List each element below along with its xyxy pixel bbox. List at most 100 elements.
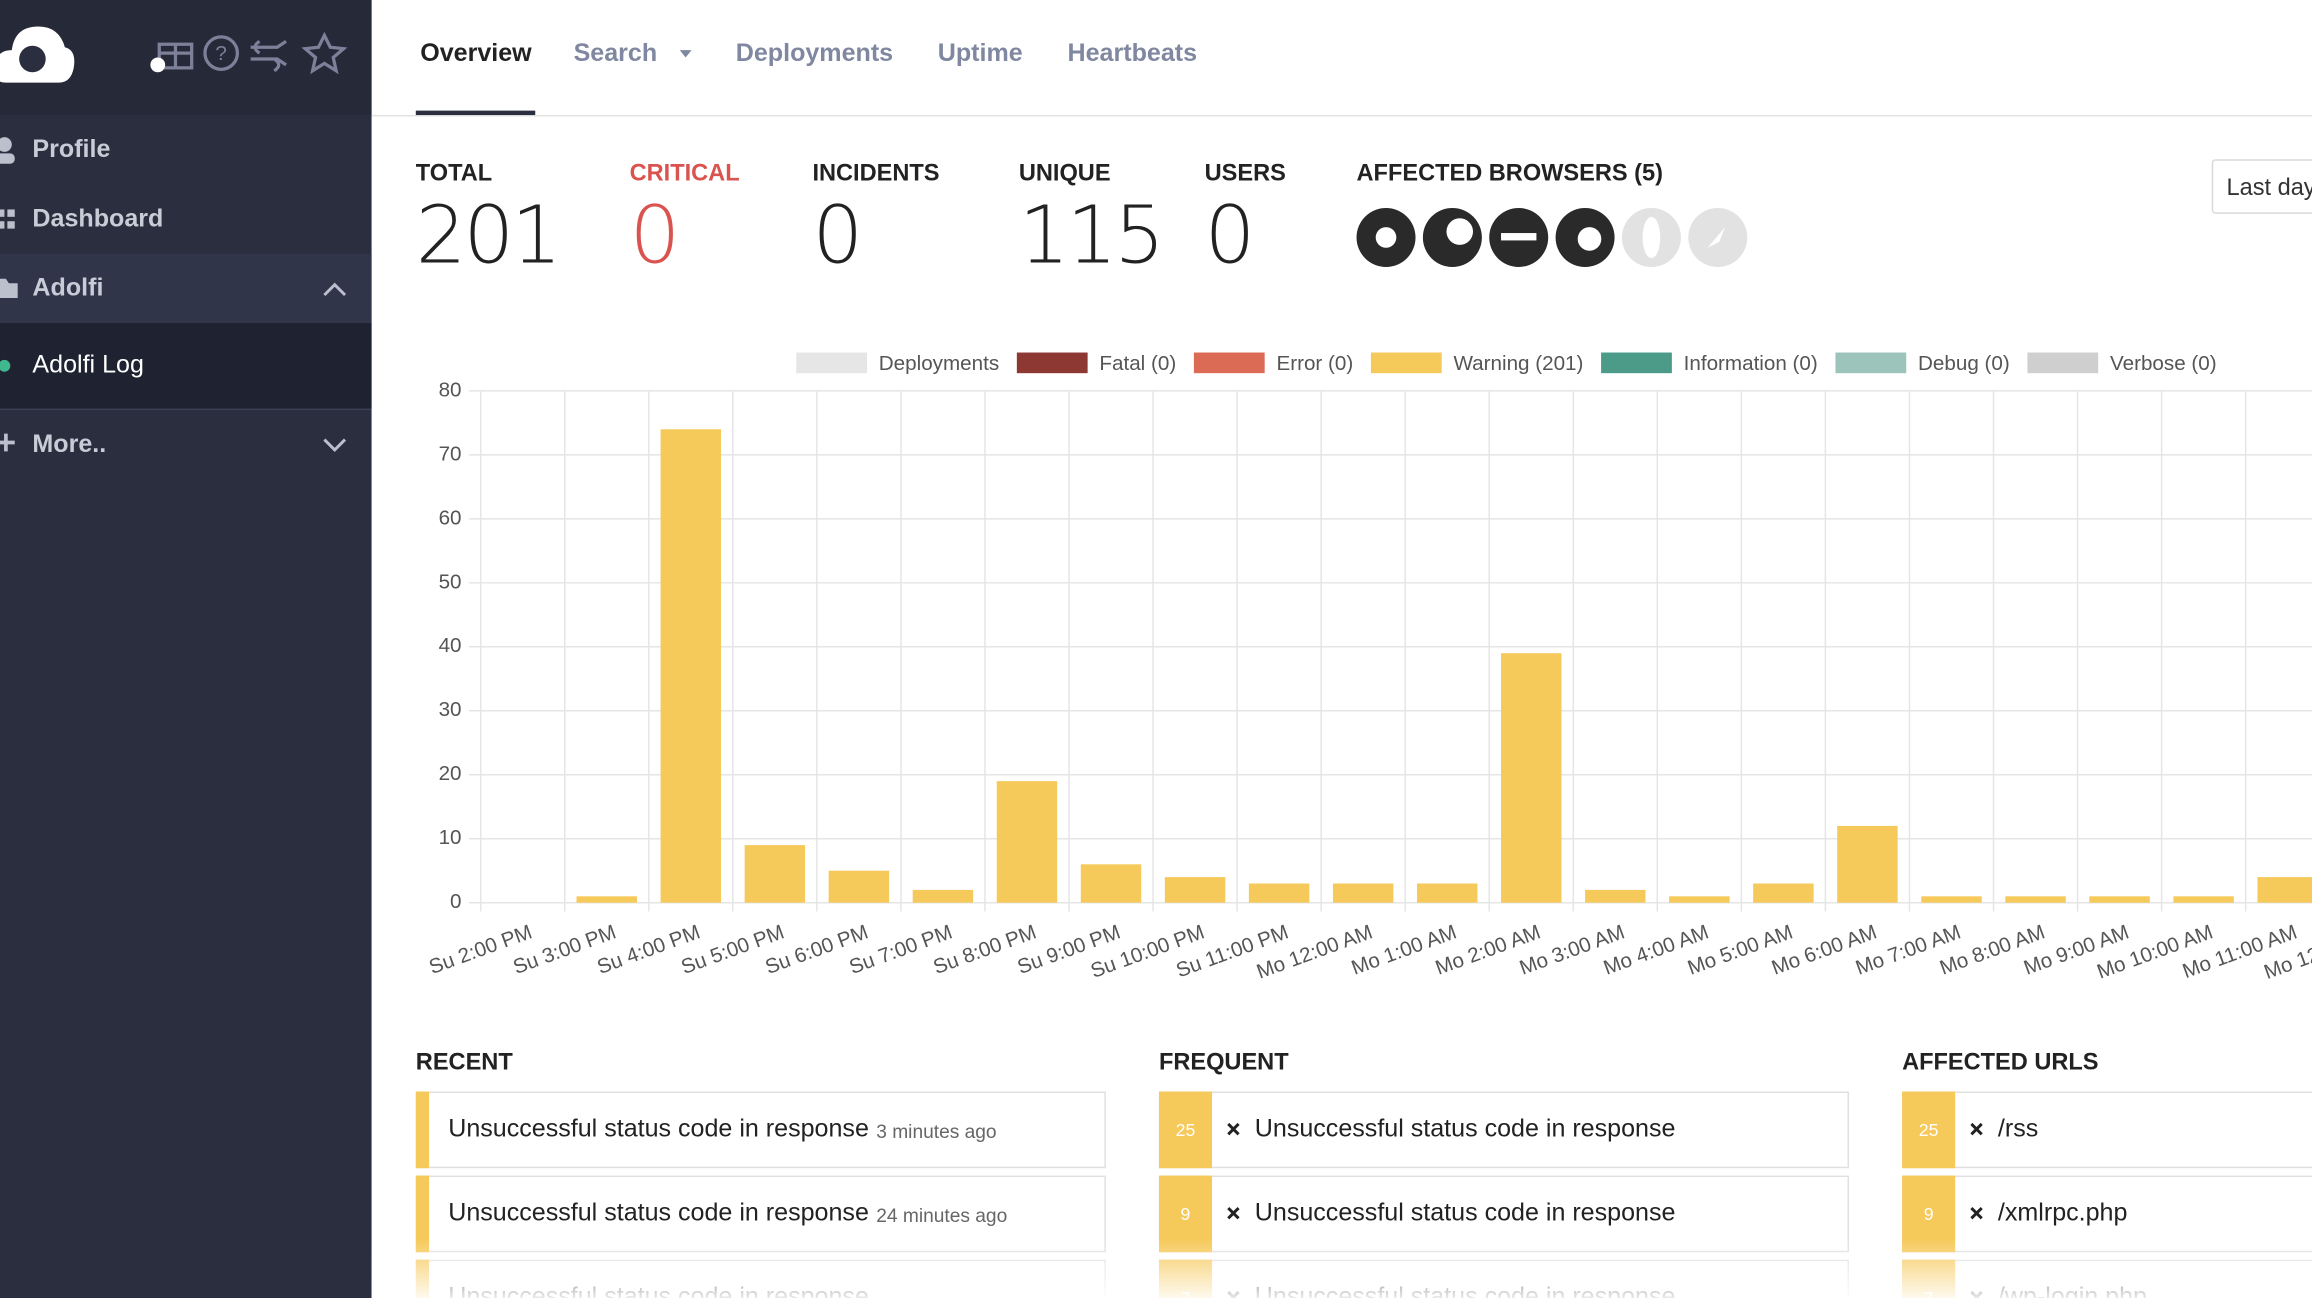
legend-label[interactable]: Debug (0) [1918, 352, 2010, 375]
dismiss-icon[interactable] [1227, 1206, 1240, 1220]
y-tick-label: 70 [439, 442, 462, 465]
y-tick-label: 80 [439, 378, 462, 401]
chart: 0 10 20 30 40 50 60 70 80 Deployments Fatal (0) Err… [426, 352, 2312, 984]
active-log [0, 323, 372, 409]
tab[interactable]: Overview [420, 39, 532, 67]
bar [1248, 883, 1310, 903]
row-time: 3 minutes ago [876, 1122, 996, 1143]
bar [2257, 877, 2312, 903]
nav-item[interactable]: More.. [32, 430, 106, 458]
row-text: /rss [1998, 1114, 2038, 1142]
row-count: 9 [1181, 1204, 1191, 1224]
stat-value: 0 [812, 188, 860, 281]
bar [912, 889, 974, 903]
bar [576, 896, 637, 903]
legend-swatch[interactable] [2027, 352, 2099, 374]
tab[interactable]: Search [574, 39, 658, 67]
tab-underline [415, 110, 536, 116]
y-tick-label: 20 [439, 762, 462, 785]
bar [1837, 825, 1898, 903]
y-tick-label: 0 [450, 890, 461, 913]
legend-swatch[interactable] [796, 352, 867, 374]
legend-label[interactable]: Information (0) [1684, 352, 1818, 375]
legend-label[interactable]: Warning (201) [1453, 352, 1583, 375]
row-text: Unsuccessful status code in response [1255, 1114, 1676, 1142]
active-project [0, 253, 372, 324]
row-text: Unsuccessful status code in response [1255, 1199, 1676, 1227]
stat-value: 115 [1019, 188, 1162, 281]
range-select[interactable] [2211, 159, 2312, 214]
row-text: Unsuccessful status code in response [448, 1114, 869, 1142]
row-text: Unsuccessful status code in response [448, 1199, 869, 1227]
row-count: 25 [1176, 1120, 1196, 1140]
dismiss-icon[interactable] [1227, 1122, 1240, 1136]
bar [2005, 896, 2066, 903]
tab[interactable]: Heartbeats [1068, 39, 1198, 67]
bar [996, 781, 1058, 903]
bar [1753, 883, 1814, 903]
bottom-fade [371, 1239, 2312, 1298]
stat-label: INCIDENTS [812, 159, 939, 185]
bar [1921, 896, 1982, 903]
legend-label[interactable]: Fatal (0) [1099, 352, 1176, 375]
dismiss-icon[interactable] [1970, 1206, 1983, 1220]
row-count: 25 [1919, 1120, 1939, 1140]
count-box [1158, 1091, 1213, 1169]
legend-swatch[interactable] [1601, 352, 1672, 374]
bar [1501, 653, 1562, 903]
dismiss-icon[interactable] [1970, 1122, 1983, 1136]
dropdown-caret [679, 50, 692, 58]
bar [1164, 877, 1226, 903]
bar [1669, 896, 1730, 903]
bar [828, 870, 890, 903]
legend-label[interactable]: Verbose (0) [2110, 352, 2217, 375]
nav-item[interactable]: Adolfi [32, 274, 103, 302]
y-tick-label: 40 [439, 634, 462, 657]
row-time: 24 minutes ago [876, 1206, 1007, 1227]
browsers-title: AFFECTED BROWSERS (5) [1357, 159, 1663, 185]
y-tick-label: 30 [439, 698, 462, 721]
legend-swatch[interactable] [1370, 352, 1442, 374]
chevrons [323, 282, 347, 452]
list-row[interactable] [1902, 1091, 2312, 1169]
bar [1416, 883, 1478, 903]
stat-label: CRITICAL [630, 159, 740, 185]
legend-label[interactable]: Deployments [879, 352, 999, 375]
stat-label: USERS [1205, 159, 1286, 185]
svg-text:?: ? [215, 42, 226, 65]
nav-item[interactable]: Adolfi Log [32, 350, 143, 378]
severity-bar [415, 1091, 430, 1169]
list-row[interactable] [415, 1091, 1106, 1169]
bar [744, 845, 806, 903]
stat-value: 201 [416, 188, 559, 281]
legend-swatch[interactable] [1016, 352, 1088, 374]
header-icons[interactable]: ? [157, 31, 348, 75]
nav-item[interactable]: Profile [32, 135, 110, 163]
tab[interactable]: Deployments [736, 39, 893, 67]
sidebar [0, 0, 372, 1298]
logo[interactable] [0, 26, 75, 83]
stat-value: 0 [1205, 188, 1253, 281]
tab[interactable]: Uptime [938, 39, 1023, 67]
legend-swatch[interactable] [1193, 352, 1265, 374]
row-text: /xmlrpc.php [1998, 1199, 2128, 1227]
y-tick-label: 60 [439, 506, 462, 529]
range-label[interactable]: Last day [2226, 174, 2312, 200]
legend-label[interactable]: Error (0) [1276, 352, 1353, 375]
list-title: AFFECTED URLS [1902, 1049, 2098, 1075]
sidebar-icons [0, 137, 18, 452]
bar [1332, 883, 1394, 903]
bar [1080, 864, 1142, 903]
stat-value: 0 [630, 188, 678, 281]
nav-item[interactable]: Dashboard [32, 204, 163, 232]
list-row[interactable] [1158, 1091, 1850, 1169]
count-box [1902, 1091, 1956, 1169]
stat-label: UNIQUE [1019, 159, 1111, 185]
bar [2089, 896, 2150, 903]
bar [2173, 896, 2234, 903]
list-title: FREQUENT [1159, 1049, 1289, 1075]
y-tick-label: 50 [439, 570, 462, 593]
legend-swatch[interactable] [1835, 352, 1907, 374]
severity-bar [415, 1175, 430, 1253]
